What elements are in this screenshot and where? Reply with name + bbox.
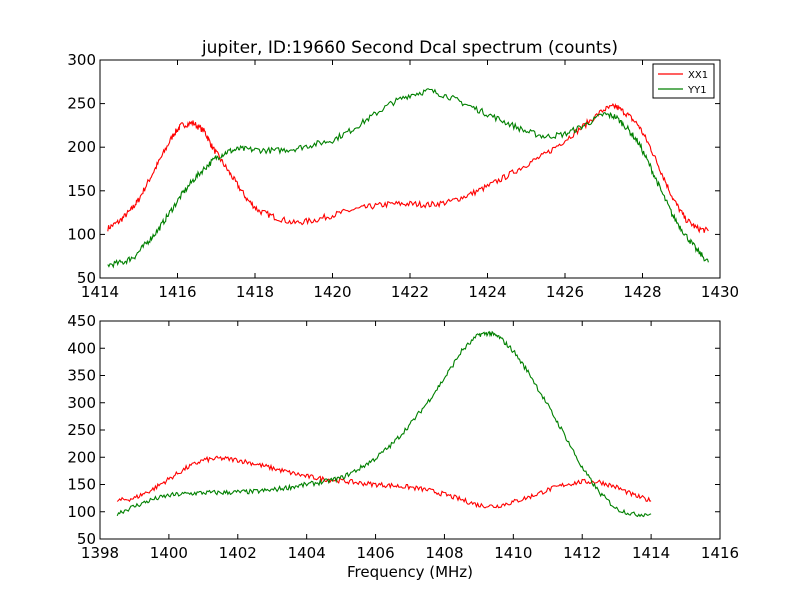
y-tick-label: 100 <box>67 225 96 243</box>
series-line-xx1 <box>116 455 652 509</box>
y-tick-label: 250 <box>67 421 96 439</box>
x-tick-label: 1400 <box>150 544 188 562</box>
x-tick-label: 1414 <box>81 283 119 301</box>
y-tick-label: 100 <box>67 503 96 521</box>
x-tick-label: 1418 <box>236 283 274 301</box>
x-tick-label: 1420 <box>313 283 351 301</box>
x-tick-label: 1414 <box>632 544 670 562</box>
legend-label-xx1: XX1 <box>688 70 708 81</box>
bottom-panel: 1398 1400 1402 1404 1406 1408 1410 1412 1414 1416… <box>67 312 739 581</box>
x-tick-label: 1412 <box>563 544 601 562</box>
y-tick-label: 250 <box>67 95 96 113</box>
y-tick-label: 200 <box>67 448 96 466</box>
x-tick-label: 1416 <box>158 283 196 301</box>
y-tick-label: 400 <box>67 339 96 357</box>
y-tick-label: 350 <box>67 367 96 385</box>
x-tick-label: 1424 <box>468 283 506 301</box>
x-tick-label: 1426 <box>546 283 584 301</box>
x-tick-label: 1398 <box>81 544 119 562</box>
y-tick-label: 200 <box>67 138 96 156</box>
x-tick-label: 1422 <box>391 283 429 301</box>
chart-title: jupiter, ID:19660 Second Dcal spectrum (… <box>201 38 618 58</box>
series-line-xx1 <box>107 102 709 234</box>
top-panel: 1414 1416 1418 1420 1422 1424 1426 1428 1430 50 10… <box>67 51 739 301</box>
bottom-panel-lines <box>116 330 652 518</box>
x-tick-label: 1430 <box>701 283 739 301</box>
y-tick-label: 300 <box>67 394 96 412</box>
x-tick-label: 1406 <box>356 544 394 562</box>
y-tick-label: 300 <box>67 51 96 69</box>
y-tick-label: 50 <box>77 269 96 287</box>
x-tick-label: 1416 <box>701 544 739 562</box>
y-tick-label: 450 <box>67 312 96 330</box>
bottom-panel-ticks: 1398 1400 1402 1404 1406 1408 1410 1412 1414 1416… <box>67 312 739 562</box>
x-tick-label: 1408 <box>425 544 463 562</box>
top-panel-lines <box>107 88 709 269</box>
top-panel-ticks: 1414 1416 1418 1420 1422 1424 1426 1428 1430 50 10… <box>67 51 739 301</box>
series-line-yy1 <box>107 88 709 269</box>
x-tick-label: 1402 <box>219 544 257 562</box>
y-tick-label: 50 <box>77 530 96 548</box>
y-tick-label: 150 <box>67 476 96 494</box>
legend-label-yy1: YY1 <box>687 85 707 96</box>
series-line-yy1 <box>116 330 652 518</box>
x-tick-label: 1410 <box>494 544 532 562</box>
x-axis-label: Frequency (MHz) <box>347 563 473 581</box>
legend-box <box>652 63 715 99</box>
y-tick-label: 150 <box>67 182 96 200</box>
x-tick-label: 1428 <box>623 283 661 301</box>
x-tick-label: 1404 <box>288 544 326 562</box>
